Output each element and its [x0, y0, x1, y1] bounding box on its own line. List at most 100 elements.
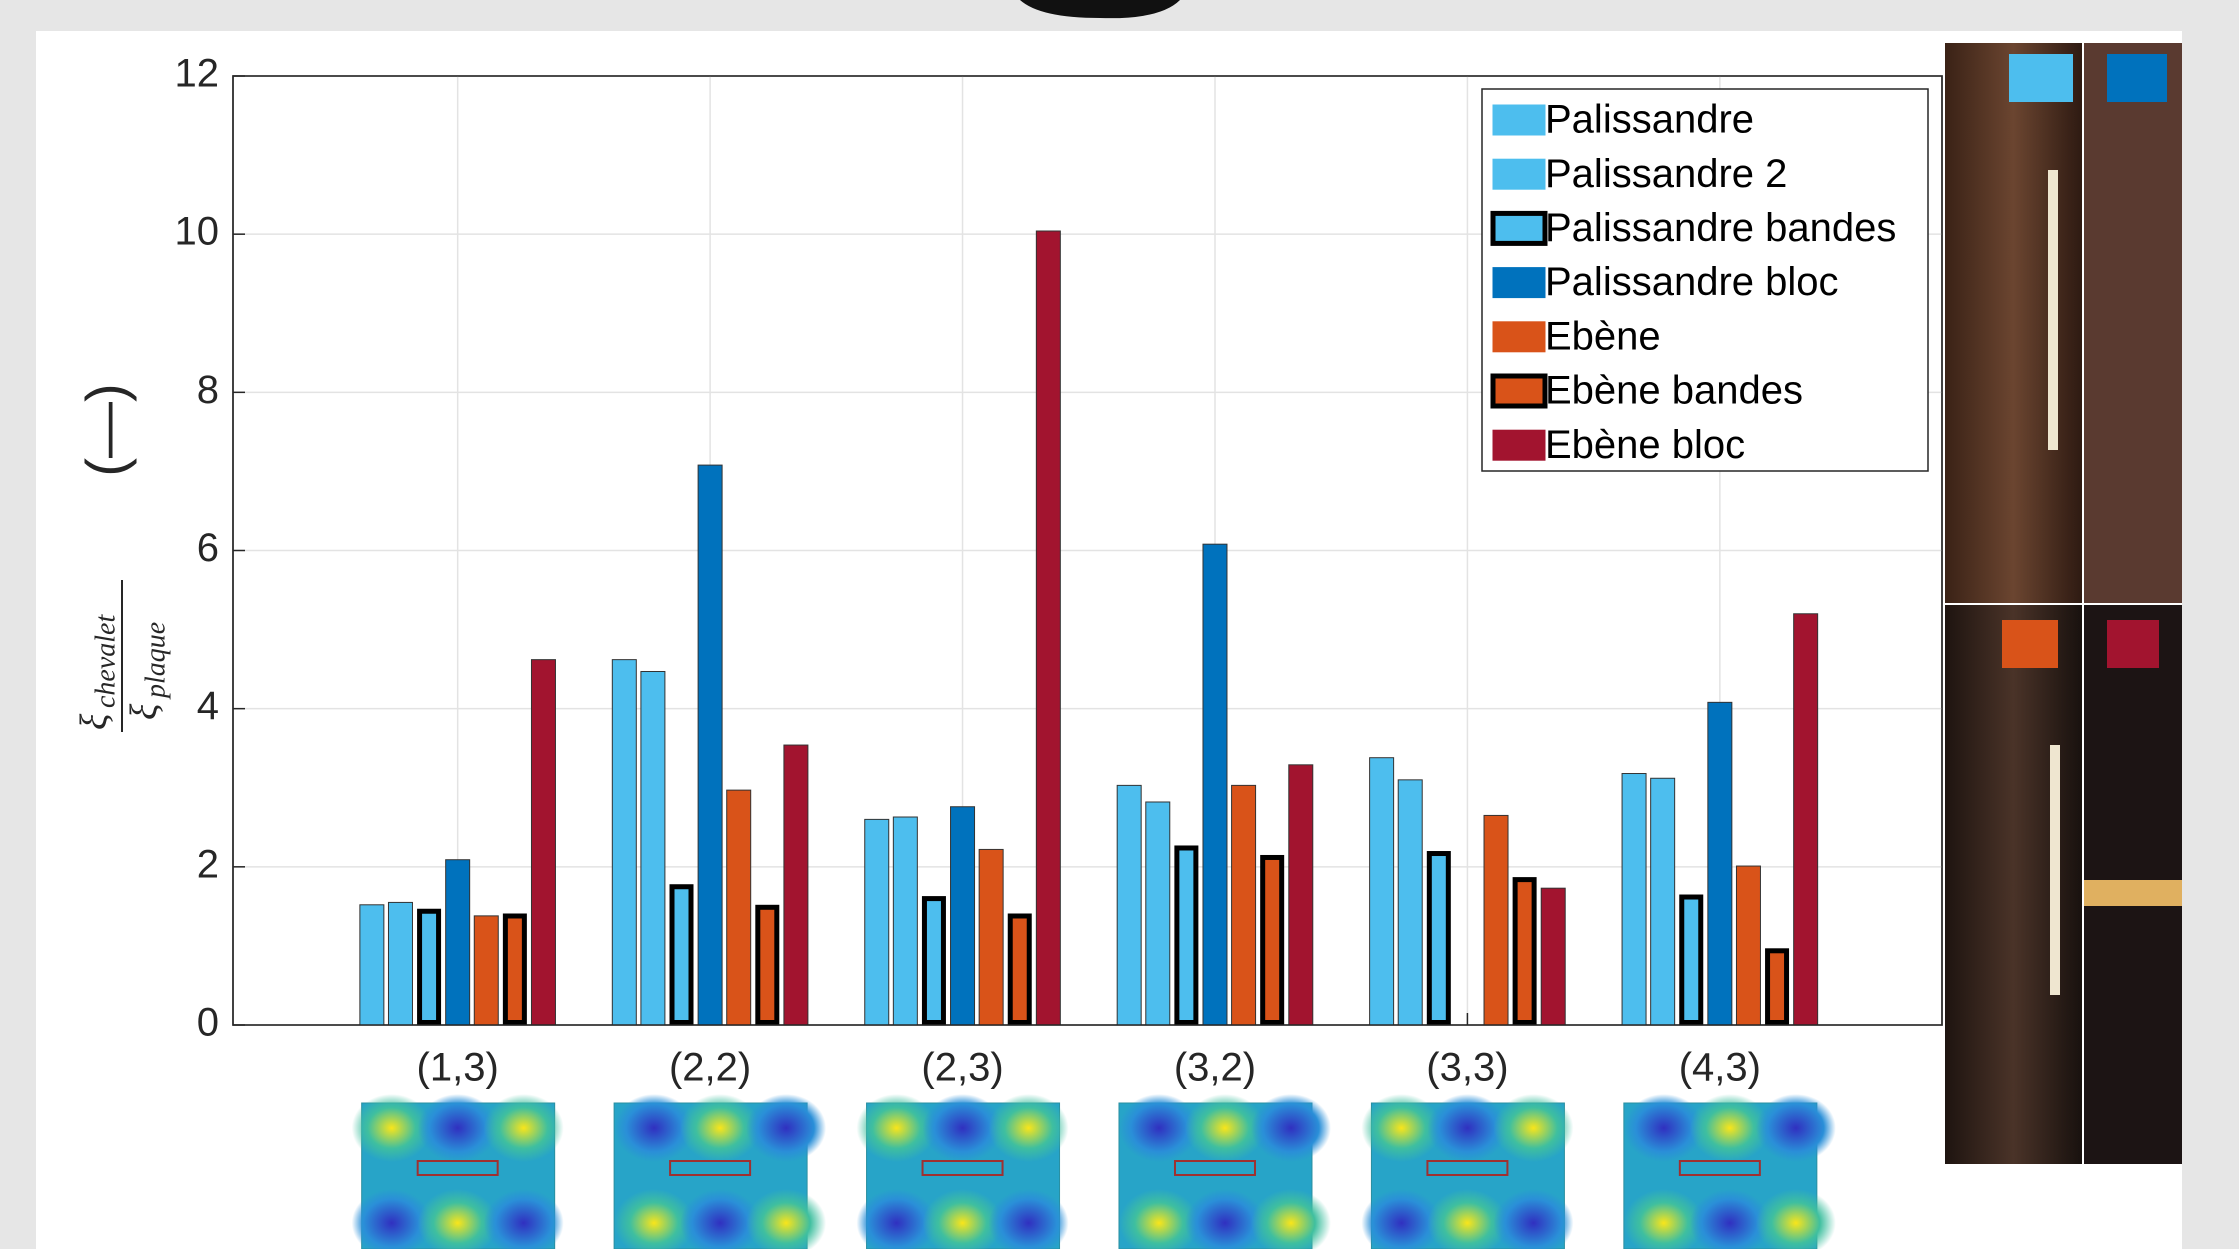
mode-lobe [856, 1189, 937, 1249]
y-unit: (—) [74, 383, 137, 476]
mode-lobe [1689, 1189, 1770, 1249]
bar [445, 859, 471, 1026]
bar [669, 884, 694, 1026]
mode-lobe [1118, 1189, 1199, 1249]
bar [697, 464, 723, 1026]
legend-swatch [1492, 158, 1546, 190]
bar [1512, 877, 1537, 1026]
x-tick-label: (3,2) [1174, 1046, 1256, 1090]
mode-lobe [1361, 1189, 1442, 1249]
mode-lobe [1623, 1094, 1704, 1162]
bar [1231, 784, 1257, 1026]
bar [1621, 773, 1647, 1026]
bar [530, 659, 556, 1026]
y-label-bottom: ξ [124, 703, 166, 720]
bar [1483, 814, 1509, 1026]
mode-lobe [417, 1189, 498, 1249]
bridge-outline [416, 1160, 499, 1176]
mode-lobe [614, 1094, 695, 1162]
legend-swatch [1492, 267, 1546, 299]
bar [950, 806, 976, 1026]
mode-shape [1623, 1094, 1836, 1249]
bar [1426, 851, 1451, 1025]
legend-label: Ebène [1545, 314, 1661, 358]
plot-area [232, 75, 1943, 1026]
mode-shape [351, 1094, 564, 1249]
bridge-outline [1678, 1160, 1761, 1176]
bar [417, 908, 442, 1025]
cropped-title [1020, 0, 1180, 19]
y-tick-label: 12 [175, 52, 220, 96]
photo [1945, 43, 2082, 603]
bar [1540, 887, 1566, 1026]
bar [1007, 913, 1032, 1025]
bar [892, 816, 918, 1026]
bar [1260, 854, 1285, 1025]
y-label-top: ξ [74, 713, 116, 730]
bar [755, 904, 780, 1025]
bar [1679, 894, 1704, 1026]
legend-label: Palissandre [1545, 98, 1754, 142]
mode-shape [1361, 1094, 1574, 1249]
bar [783, 744, 809, 1026]
mode-lobe [680, 1189, 761, 1249]
bar [1288, 764, 1314, 1026]
mode-lobe [1118, 1094, 1199, 1162]
y-tick-label: 8 [197, 368, 219, 412]
bar [978, 848, 1004, 1026]
bridge-outline [1173, 1160, 1256, 1176]
mode-lobe [1250, 1094, 1331, 1162]
swatch [2009, 54, 2073, 102]
wood-photos [1945, 43, 2182, 1164]
mode-lobe [922, 1094, 1003, 1162]
bridge-outline [669, 1160, 752, 1176]
mode-lobe [988, 1189, 1069, 1249]
bar [726, 789, 752, 1026]
mode-lobe [1755, 1189, 1836, 1249]
mode-lobe [351, 1094, 432, 1162]
bar [1650, 777, 1676, 1026]
mode-shape [1118, 1094, 1331, 1249]
mode-lobe [746, 1094, 827, 1162]
x-tick-label: (1,3) [417, 1046, 499, 1090]
mode-shape [856, 1094, 1069, 1249]
mode-lobe [856, 1094, 937, 1162]
mode-shape [613, 1094, 827, 1249]
bar [1369, 757, 1395, 1026]
bar [640, 670, 666, 1026]
swatch [2107, 620, 2159, 668]
swatch [2107, 54, 2167, 102]
bar [1035, 230, 1061, 1026]
x-tick-label: (4,3) [1679, 1046, 1761, 1090]
mode-lobe [988, 1094, 1069, 1162]
legend-label: Ebène bandes [1545, 369, 1803, 413]
bridge-outline [921, 1160, 1004, 1176]
bar [864, 818, 890, 1026]
legend-swatch [1492, 429, 1546, 461]
bar [387, 901, 413, 1026]
mode-lobe [483, 1094, 564, 1162]
legend-label: Palissandre 2 [1545, 152, 1787, 196]
bar [1202, 543, 1228, 1026]
legend-label: Ebène bloc [1545, 423, 1745, 467]
legend-swatch [1490, 210, 1548, 246]
bar [611, 659, 637, 1026]
y-tick-label: 6 [197, 526, 219, 570]
mode-lobe [483, 1189, 564, 1249]
mode-lobe [1755, 1094, 1836, 1162]
y-tick-label: 10 [175, 210, 220, 254]
photo-band [2084, 880, 2182, 906]
legend-swatch [1490, 373, 1548, 409]
mode-lobe [1493, 1094, 1574, 1162]
mode-lobe [417, 1094, 498, 1162]
legend-label: Palissandre bandes [1545, 206, 1896, 250]
mode-lobe [1427, 1189, 1508, 1249]
bar [1793, 613, 1819, 1026]
y-tick-label: 2 [197, 842, 219, 886]
bar [502, 913, 527, 1025]
bar [1174, 845, 1199, 1025]
bar [1707, 701, 1733, 1026]
mode-lobe [1493, 1189, 1574, 1249]
bridge-outline [1426, 1160, 1509, 1176]
y-label-bottom-sub: plaque [140, 622, 171, 700]
